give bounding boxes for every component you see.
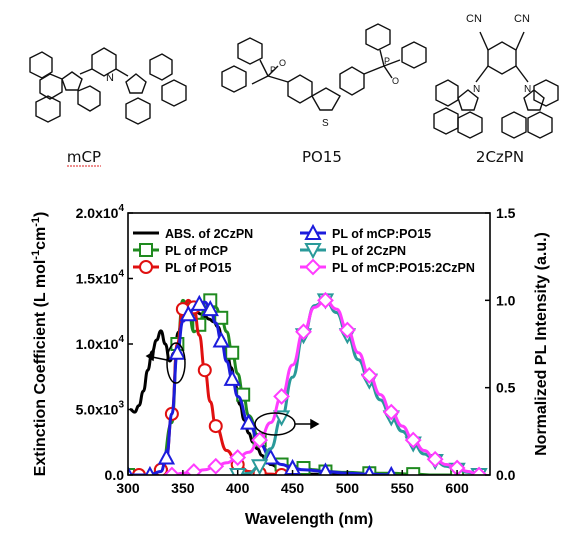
- molecule-label-mcp: mCP: [67, 148, 101, 166]
- x-tick-label: 600: [445, 480, 469, 496]
- data-point-mcp_po15: [179, 305, 198, 322]
- data-point-po15: [208, 419, 223, 434]
- y-left-tick-label: 1.0x104: [76, 334, 125, 352]
- data-point-blend: [448, 459, 466, 475]
- data-point-mcp_po15: [168, 343, 187, 360]
- legend-marker: [139, 243, 153, 257]
- po15-p-atom-2: P: [384, 56, 390, 66]
- data-point-blend: [404, 431, 422, 449]
- series-line-po15: [138, 298, 282, 475]
- legend-label: PL of mCP: [165, 244, 228, 258]
- molecule-label-2czpn: 2CzPN: [476, 148, 524, 166]
- po15-p-atom-1: P: [270, 65, 276, 75]
- x-tick-label: 550: [391, 480, 415, 496]
- data-point-mcp_po15: [318, 462, 333, 475]
- y-left-tick-label: 5.0x103: [76, 400, 125, 418]
- annotation-right-arrow: [254, 412, 320, 436]
- data-point-blend: [185, 463, 203, 475]
- spectra-chart: 300 350 400 450 500 550 600 0.0 5.0x103 1.0x104 1.…: [30, 203, 550, 528]
- data-point-blend: [338, 321, 356, 339]
- data-point-blend: [207, 457, 225, 475]
- legend-label: PL of PO15: [165, 261, 232, 275]
- data-point-po15: [274, 468, 289, 475]
- legend-marker: [304, 258, 322, 276]
- series-po15: [131, 298, 289, 475]
- 2czpn-cn-label-2: CN: [514, 13, 530, 25]
- mcp-structure: [29, 47, 187, 125]
- x-tick-label: 450: [281, 480, 305, 496]
- data-point-mcp: [225, 345, 240, 360]
- molecule-label-po15: PO15: [302, 148, 342, 166]
- legend-marker: [139, 260, 153, 274]
- y-right-tick-label: 1.5: [496, 205, 516, 221]
- legend-marker: [304, 223, 322, 240]
- x-tick-label: 300: [116, 480, 140, 496]
- data-point-mcp_po15: [190, 294, 208, 311]
- series-blend: [163, 291, 488, 475]
- data-point-blend: [273, 387, 290, 405]
- data-point-po15: [197, 363, 212, 378]
- data-point-mcp_po15: [157, 448, 176, 465]
- po15-o-atom-2: O: [392, 76, 399, 86]
- data-point-blend: [470, 466, 488, 475]
- data-point-mcp: [406, 467, 421, 475]
- series-line-czpn: [237, 298, 480, 475]
- mcp-n-atom-1: N: [106, 72, 114, 84]
- legend-item-mcp: PL of mCP: [133, 243, 228, 258]
- 2czpn-cn-label-1: CN: [466, 13, 482, 25]
- annotation-left-arrow: [145, 342, 186, 384]
- legend-item-blend: PL of mCP:PO15:2CzPN: [300, 258, 475, 276]
- 2czpn-structure: [433, 31, 559, 139]
- data-point-blend: [295, 323, 312, 341]
- series-line-mcp: [128, 298, 458, 475]
- po15-s-atom: S: [322, 118, 329, 129]
- po15-o-atom-1: O: [279, 58, 286, 68]
- legend: ABS. of 2CzPN PL of mCP:PO15 PL of mCP PL o…: [133, 223, 475, 276]
- po15-structure: [221, 23, 427, 111]
- legend-item-abs: ABS. of 2CzPN: [133, 227, 253, 241]
- data-point-mcp_po15: [223, 369, 241, 386]
- data-point-mcp_po15: [212, 331, 230, 348]
- legend-item-czpn: PL of 2CzPN: [300, 243, 406, 260]
- legend-item-po15: PL of PO15: [133, 260, 232, 275]
- data-point-mcp_po15: [239, 413, 258, 430]
- x-tick-label: 350: [171, 480, 195, 496]
- data-point-blend: [382, 403, 400, 421]
- data-point-mcp_po15: [363, 465, 375, 475]
- legend-label: PL of mCP:PO15:2CzPN: [332, 261, 475, 275]
- x-axis-title: Wavelength (nm): [245, 511, 373, 528]
- y-left-tick-label: 2.0x104: [76, 203, 125, 221]
- legend-marker: [304, 243, 322, 260]
- y-left-tick-label: 1.5x104: [76, 269, 125, 287]
- y-left-axis-title: Extinction Coefficient (L mol-1cm-1): [30, 212, 49, 477]
- data-point-blend: [360, 367, 378, 384]
- y-left-tick-label: 0.0: [105, 467, 125, 483]
- data-point-mcp_po15: [201, 299, 219, 317]
- data-point-czpn: [250, 459, 269, 475]
- y-right-axis-title: Normalized PL Intensity (a.u.): [533, 232, 550, 456]
- data-point-blend: [317, 291, 334, 309]
- data-point-blend: [229, 449, 247, 466]
- y-right-tick-label: 1.0: [496, 292, 516, 308]
- data-point-blend: [163, 466, 181, 475]
- legend-label: ABS. of 2CzPN: [165, 227, 253, 241]
- x-tick-label: 500: [336, 480, 360, 496]
- legend-label: PL of 2CzPN: [332, 244, 406, 258]
- y-right-tick-label: 0.0: [496, 467, 516, 483]
- data-point-blend: [426, 450, 444, 468]
- legend-label: PL of mCP:PO15: [332, 227, 431, 241]
- 2czpn-n-atom-2: N: [524, 84, 531, 95]
- x-tick-label: 400: [226, 480, 250, 496]
- data-point-blend: [251, 431, 269, 449]
- legend-item-mcp_po15: PL of mCP:PO15: [300, 223, 431, 241]
- series-layer: [128, 291, 488, 475]
- y-right-tick-label: 0.5: [496, 380, 516, 396]
- ticks-layer: 300 350 400 450 500 550 600 0.0 5.0x103 1.0x104 1.…: [76, 203, 516, 496]
- 2czpn-n-atom-1: N: [473, 84, 480, 95]
